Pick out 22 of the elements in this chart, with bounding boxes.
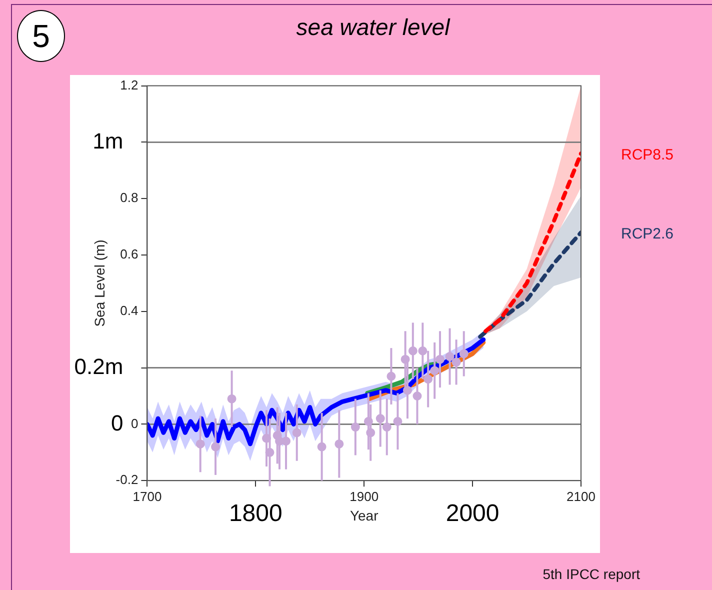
text: RCP2.6 <box>621 226 674 243</box>
x-axis-title: Year <box>350 507 379 524</box>
y-tick-label: 0.4 <box>120 302 138 318</box>
text: RCP8.5 <box>621 146 674 164</box>
text: 2000 <box>446 500 500 528</box>
line-series <box>484 151 581 334</box>
y-tick-label: 0.6 <box>120 246 138 262</box>
x-tick-label: 1700 <box>132 488 162 504</box>
y-axis-title: Sea Level (m) <box>91 240 108 327</box>
line-series <box>478 230 581 339</box>
y-tick-label: 0 <box>130 416 138 431</box>
chart-title: sea water level <box>296 14 450 40</box>
x-tick-label: 1900 <box>350 488 379 504</box>
text: 5th IPCC report <box>542 566 640 582</box>
y-tick-label: -0.2 <box>116 472 138 488</box>
y-tick-label: 0.8 <box>120 190 138 206</box>
text: 1800 <box>228 500 282 528</box>
ref-line-label: 0.2m <box>74 354 124 379</box>
ref-line-label: 1m <box>92 128 124 154</box>
y-tick-label: 1.2 <box>120 77 138 92</box>
text: 5 <box>17 10 65 62</box>
x-tick-label: 2100 <box>566 488 596 504</box>
